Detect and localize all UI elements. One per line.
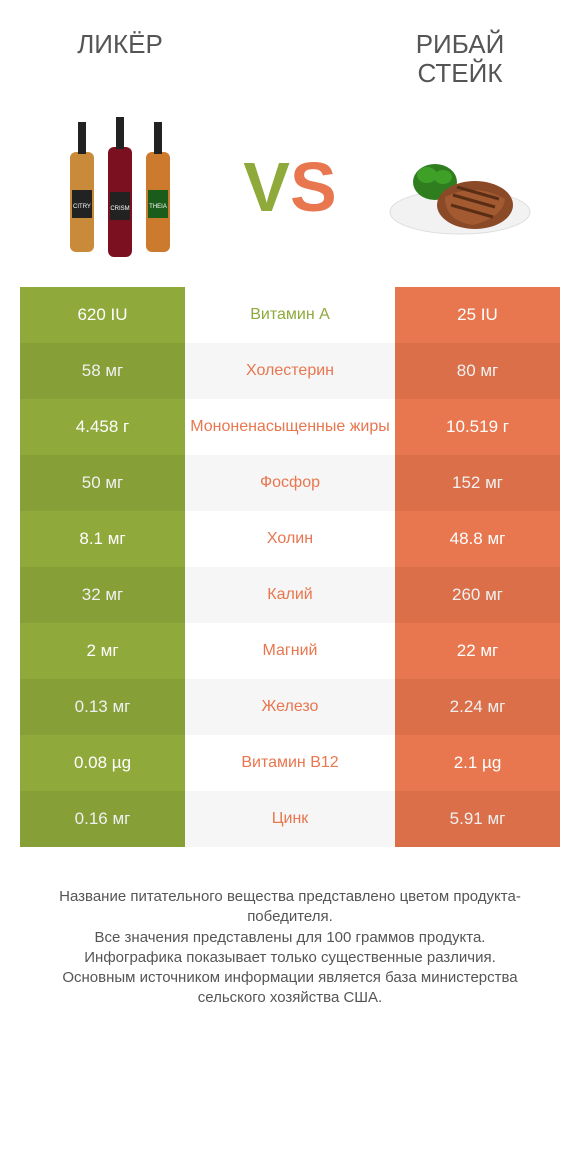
svg-text:CRISM: CRISM xyxy=(110,206,129,212)
left-value: 4.458 г xyxy=(20,399,185,455)
left-product-title: ЛИКЁР xyxy=(40,30,200,59)
nutrient-label: Калий xyxy=(185,567,395,623)
right-value: 152 мг xyxy=(395,455,560,511)
left-value: 620 IU xyxy=(20,287,185,343)
nutrient-label: Витамин B12 xyxy=(185,735,395,791)
left-value: 2 мг xyxy=(20,623,185,679)
nutrient-row: 620 IUВитамин A25 IU xyxy=(20,287,560,343)
left-value: 8.1 мг xyxy=(20,511,185,567)
footer-line: Инфографика показывает только существенн… xyxy=(30,948,550,968)
nutrient-table: 620 IUВитамин A25 IU58 мгХолестерин80 мг… xyxy=(0,287,580,847)
right-value: 25 IU xyxy=(395,287,560,343)
right-value: 10.519 г xyxy=(395,399,560,455)
footer-line: Основным источником информации является … xyxy=(30,968,550,1009)
nutrient-row: 0.13 мгЖелезо2.24 мг xyxy=(20,679,560,735)
right-value: 48.8 мг xyxy=(395,511,560,567)
footer-notes: Название питательного вещества представл… xyxy=(0,847,580,1009)
nutrient-label: Магний xyxy=(185,623,395,679)
nutrient-label: Холестерин xyxy=(185,343,395,399)
images-row: CITRY CRISM THEIA VS xyxy=(0,97,580,287)
right-value: 80 мг xyxy=(395,343,560,399)
left-value: 0.16 мг xyxy=(20,791,185,847)
right-value: 2.1 µg xyxy=(395,735,560,791)
nutrient-label: Мононенасыщенные жиры xyxy=(185,399,395,455)
left-value: 32 мг xyxy=(20,567,185,623)
liqueur-image: CITRY CRISM THEIA xyxy=(40,107,200,267)
svg-text:CITRY: CITRY xyxy=(73,204,91,210)
left-value: 0.13 мг xyxy=(20,679,185,735)
vs-s: S xyxy=(290,147,337,227)
nutrient-row: 0.08 µgВитамин B122.1 µg xyxy=(20,735,560,791)
right-value: 260 мг xyxy=(395,567,560,623)
steak-image xyxy=(380,107,540,267)
left-value: 50 мг xyxy=(20,455,185,511)
left-value: 58 мг xyxy=(20,343,185,399)
vs-label: VS xyxy=(243,147,336,227)
nutrient-label: Железо xyxy=(185,679,395,735)
nutrient-row: 4.458 гМононенасыщенные жиры10.519 г xyxy=(20,399,560,455)
nutrient-row: 58 мгХолестерин80 мг xyxy=(20,343,560,399)
nutrient-row: 8.1 мгХолин48.8 мг xyxy=(20,511,560,567)
nutrient-row: 2 мгМагний22 мг xyxy=(20,623,560,679)
header: ЛИКЁР РИБАЙ СТЕЙК xyxy=(0,0,580,97)
nutrient-label: Витамин A xyxy=(185,287,395,343)
right-value: 2.24 мг xyxy=(395,679,560,735)
left-value: 0.08 µg xyxy=(20,735,185,791)
right-value: 5.91 мг xyxy=(395,791,560,847)
vs-v: V xyxy=(243,147,290,227)
nutrient-label: Цинк xyxy=(185,791,395,847)
nutrient-label: Холин xyxy=(185,511,395,567)
nutrient-row: 50 мгФосфор152 мг xyxy=(20,455,560,511)
right-product-title: РИБАЙ СТЕЙК xyxy=(380,30,540,87)
right-value: 22 мг xyxy=(395,623,560,679)
footer-line: Все значения представлены для 100 граммо… xyxy=(30,928,550,948)
nutrient-row: 0.16 мгЦинк5.91 мг xyxy=(20,791,560,847)
nutrient-row: 32 мгКалий260 мг xyxy=(20,567,560,623)
footer-line: Название питательного вещества представл… xyxy=(30,887,550,928)
svg-text:THEIA: THEIA xyxy=(149,204,167,210)
nutrient-label: Фосфор xyxy=(185,455,395,511)
